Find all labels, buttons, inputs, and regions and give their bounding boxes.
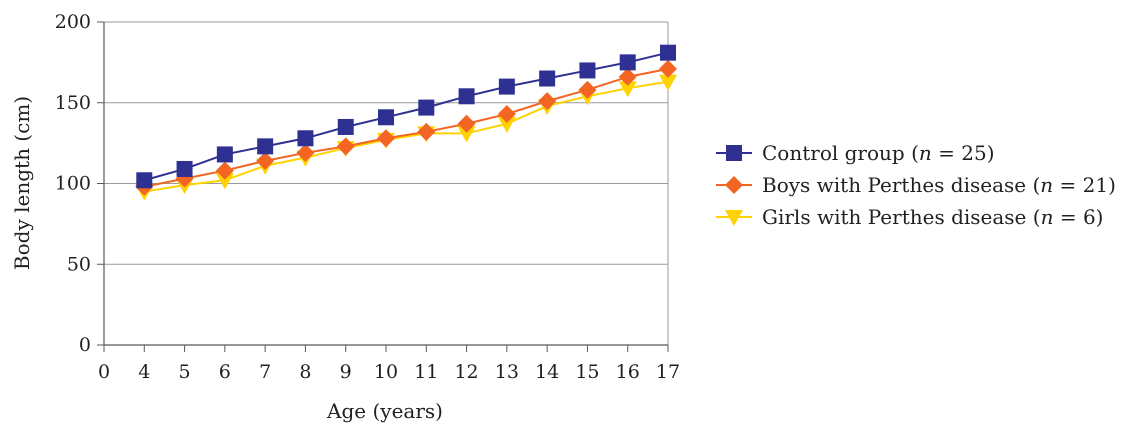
x-tick-label: 16 [616,361,640,383]
x-tick-label: 5 [179,361,191,383]
data-point [418,99,435,116]
data-point [578,80,597,99]
series-line [144,80,669,193]
x-tick-label: 14 [535,361,559,383]
x-tick-label: 10 [374,361,398,383]
series-1 [135,59,677,196]
y-tick-label: 150 [55,92,91,114]
x-tick-label: 7 [259,361,271,383]
series-0 [136,44,676,189]
y-axis-title: Body length (cm) [10,96,34,270]
x-tick-label: 0 [98,361,110,383]
x-tick-label: 17 [656,361,680,383]
data-point [659,74,677,91]
data-point [497,116,516,133]
data-point [377,129,395,148]
legend-label: Control group (n = 25) [762,141,995,165]
data-point [337,118,354,135]
data-point [579,62,596,79]
axes: 0 50 100 150 200 0 4 5 6 7 8 9 10 11 12 13 14 15 16 17 [55,11,680,383]
data-point [216,146,233,163]
data-point [176,160,193,177]
x-axis-title: Age (years) [326,399,443,423]
data-point [539,70,556,87]
legend-item-2: Girls with Perthes disease (n = 6) [716,205,1103,229]
legend-sample-size: (n = 25) [911,141,994,165]
legend-series-name: Control group [762,141,911,165]
data-point [497,105,516,124]
data-point [378,109,394,126]
legend-marker [725,210,743,226]
data-point [296,143,315,162]
data-point [457,126,476,143]
data-point [660,44,676,61]
legend-label: Boys with Perthes disease (n = 21) [762,173,1116,197]
data-point [618,81,637,98]
y-tick-label: 200 [55,11,91,33]
legend-marker [726,145,742,161]
data-point [619,54,636,71]
y-tick-label: 100 [55,173,91,195]
x-tick-label: 9 [340,361,352,383]
data-point [256,151,275,170]
data-point [498,78,515,95]
data-point [215,161,234,180]
legend-sample-size: (n = 21) [1032,173,1115,197]
x-tick-label: 11 [414,361,438,383]
data-point [136,172,153,189]
x-tick-label: 15 [575,361,599,383]
x-tick-label: 12 [454,361,478,383]
data-point [659,59,677,78]
data-point [417,122,436,141]
data-point [257,138,274,155]
data-point [618,67,637,86]
x-tick-label: 13 [495,361,519,383]
data-point [215,173,234,190]
legend-item-0: Control group (n = 25) [716,141,995,165]
data-point [538,92,557,111]
x-tick-label: 8 [299,361,311,383]
x-tick-label: 6 [219,361,231,383]
series-2 [135,74,677,201]
legend-marker [725,176,743,194]
legend-series-name: Boys with Perthes disease [762,173,1032,197]
legend: Control group (n = 25) Boys with Perthes … [716,141,1116,229]
legend-label: Girls with Perthes disease (n = 6) [762,205,1103,229]
data-point [336,137,355,156]
x-tick-label: 4 [138,361,150,383]
legend-item-1: Boys with Perthes disease (n = 21) [716,173,1116,197]
data-point [458,88,475,105]
y-tick-label: 50 [67,253,91,275]
data-point [457,114,476,133]
data-point [297,130,314,147]
legend-series-name: Girls with Perthes disease [762,205,1033,229]
series-group [135,44,677,201]
legend-sample-size: (n = 6) [1033,205,1104,229]
y-tick-label: 0 [79,334,91,356]
